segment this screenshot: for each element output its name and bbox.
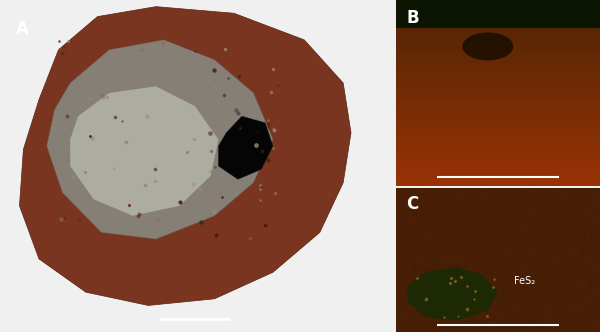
Bar (396, 0, 600, 28)
Text: FeS₂: FeS₂ (514, 277, 535, 287)
Polygon shape (47, 40, 273, 239)
Polygon shape (19, 7, 351, 305)
Ellipse shape (462, 33, 513, 60)
Text: C: C (406, 195, 418, 213)
Polygon shape (218, 116, 273, 179)
Polygon shape (70, 86, 218, 216)
Text: A: A (16, 20, 28, 38)
Text: B: B (406, 9, 419, 27)
Polygon shape (406, 267, 498, 320)
